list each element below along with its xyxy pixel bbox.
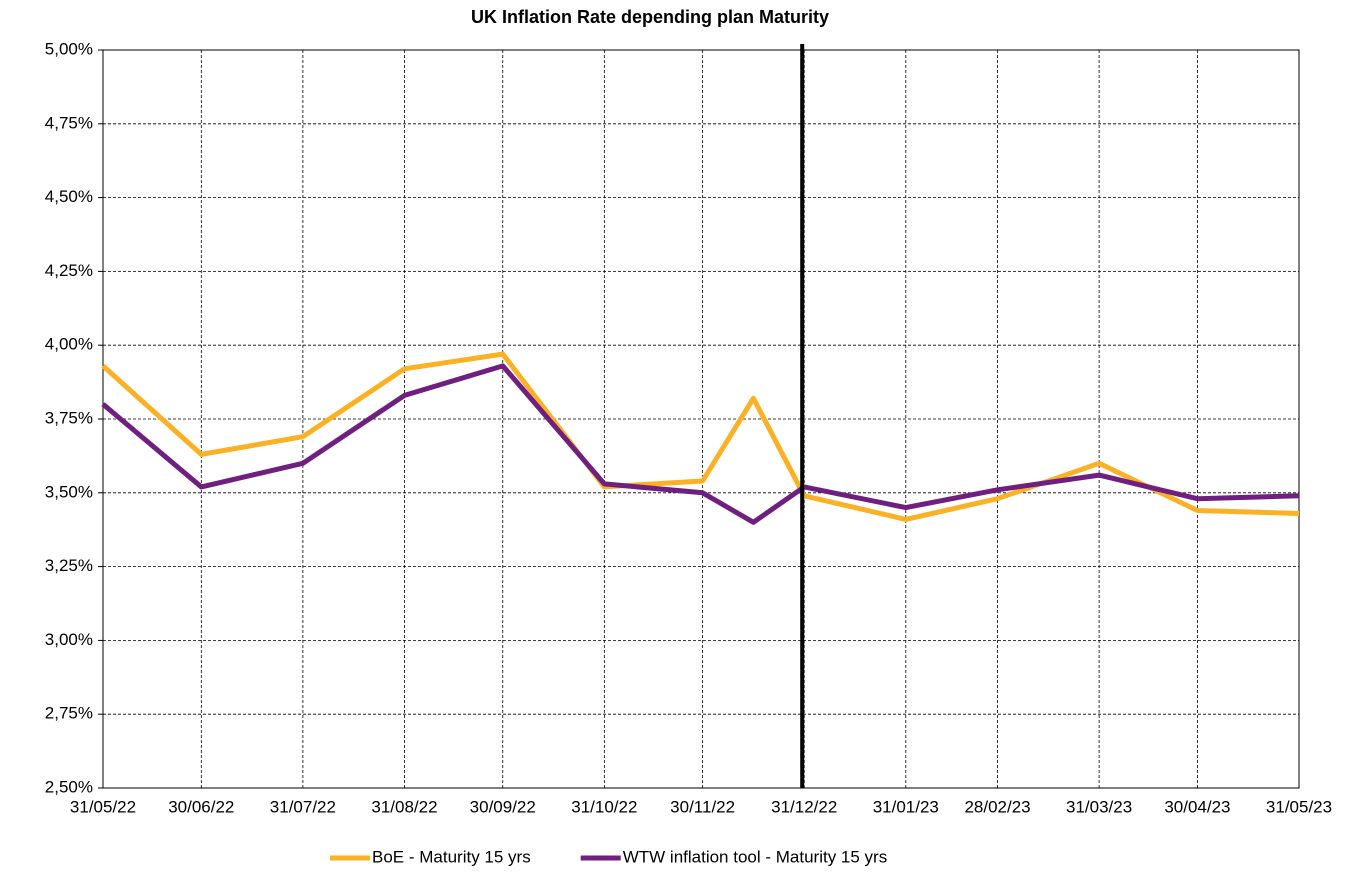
y-tick-label: 4,25% [45, 261, 93, 280]
x-tick-label: 31/10/22 [571, 797, 637, 816]
chart-title: UK Inflation Rate depending plan Maturit… [471, 7, 829, 27]
y-tick-label: 2,50% [45, 777, 93, 796]
x-tick-label: 31/01/23 [873, 797, 939, 816]
series-line [101, 351, 1300, 522]
series-line [101, 363, 1300, 525]
y-tick-label: 4,50% [45, 187, 93, 206]
x-tick-label: 30/06/22 [168, 797, 234, 816]
y-tick-label: 2,75% [45, 704, 93, 723]
y-tick-label: 3,50% [45, 482, 93, 501]
plot-border [102, 49, 1300, 789]
legend-label: WTW inflation tool - Maturity 15 yrs [623, 847, 888, 866]
x-tick-label: 30/04/23 [1164, 797, 1230, 816]
y-tick-label: 4,00% [45, 335, 93, 354]
y-tick-label: 3,00% [45, 630, 93, 649]
x-tick-label: 30/09/22 [470, 797, 536, 816]
y-tick-label: 4,75% [45, 113, 93, 132]
x-tick-label: 30/11/22 [670, 797, 735, 816]
y-tick-label: 5,00% [45, 39, 93, 58]
x-tick-label: 28/02/23 [964, 797, 1030, 816]
y-tick-label: 3,75% [45, 408, 93, 427]
legend-label: BoE - Maturity 15 yrs [372, 847, 531, 866]
x-tick-label: 31/03/23 [1066, 797, 1132, 816]
x-tick-label: 31/12/22 [771, 797, 837, 816]
x-tick-label: 31/07/22 [270, 797, 336, 816]
y-tick-label: 3,25% [45, 556, 93, 575]
x-tick-label: 31/05/23 [1266, 797, 1332, 816]
x-tick-label: 31/08/22 [371, 797, 437, 816]
x-tick-label: 31/05/22 [70, 797, 136, 816]
